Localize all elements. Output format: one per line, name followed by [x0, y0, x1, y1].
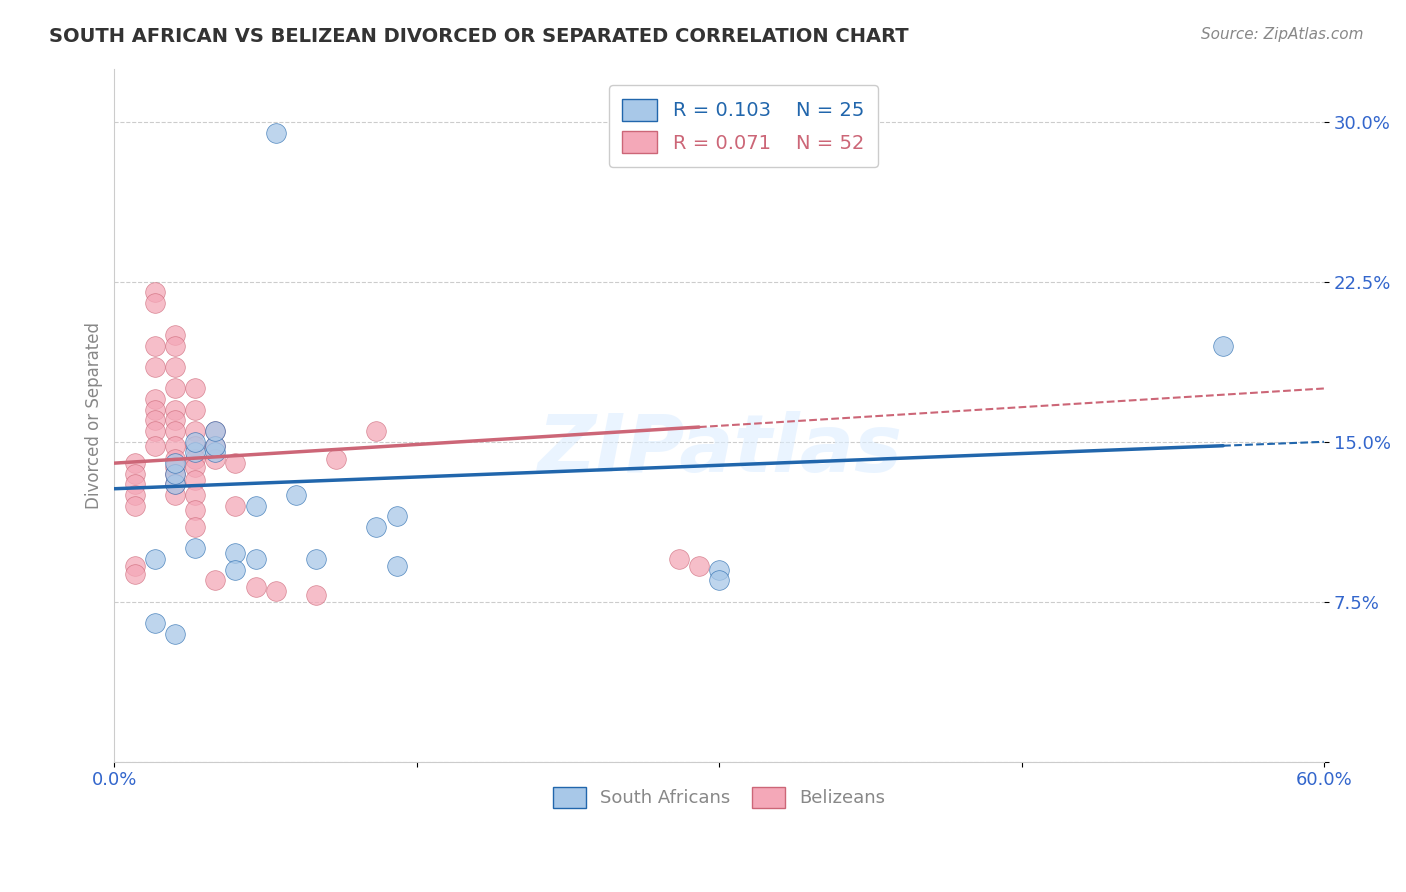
Point — [184, 473, 207, 487]
Point — [163, 328, 186, 343]
Point — [143, 402, 166, 417]
Point — [143, 413, 166, 427]
Point — [163, 439, 186, 453]
Point — [245, 552, 267, 566]
Text: ZIPatlas: ZIPatlas — [537, 411, 901, 489]
Point — [264, 126, 287, 140]
Point — [184, 382, 207, 396]
Point — [143, 392, 166, 406]
Point — [163, 402, 186, 417]
Point — [204, 445, 226, 459]
Point — [224, 546, 246, 560]
Point — [163, 451, 186, 466]
Point — [163, 413, 186, 427]
Point — [163, 467, 186, 481]
Point — [305, 588, 328, 602]
Point — [143, 339, 166, 353]
Point — [184, 434, 207, 449]
Point — [163, 477, 186, 491]
Point — [184, 503, 207, 517]
Point — [143, 360, 166, 375]
Point — [124, 488, 146, 502]
Point — [124, 477, 146, 491]
Point — [284, 488, 307, 502]
Point — [163, 339, 186, 353]
Point — [1212, 339, 1234, 353]
Point — [184, 460, 207, 475]
Point — [124, 467, 146, 481]
Point — [163, 627, 186, 641]
Text: Source: ZipAtlas.com: Source: ZipAtlas.com — [1201, 27, 1364, 42]
Point — [163, 477, 186, 491]
Point — [143, 616, 166, 631]
Point — [204, 439, 226, 453]
Point — [124, 499, 146, 513]
Point — [163, 424, 186, 438]
Point — [163, 460, 186, 475]
Point — [124, 558, 146, 573]
Point — [124, 567, 146, 582]
Point — [245, 580, 267, 594]
Point — [366, 424, 388, 438]
Point — [688, 558, 710, 573]
Point — [325, 451, 347, 466]
Point — [184, 402, 207, 417]
Point — [707, 563, 730, 577]
Point — [668, 552, 690, 566]
Point — [204, 451, 226, 466]
Point — [184, 439, 207, 453]
Point — [204, 574, 226, 588]
Point — [305, 552, 328, 566]
Point — [143, 296, 166, 310]
Point — [366, 520, 388, 534]
Point — [245, 499, 267, 513]
Point — [143, 439, 166, 453]
Point — [184, 445, 207, 459]
Point — [184, 520, 207, 534]
Point — [163, 456, 186, 470]
Point — [124, 456, 146, 470]
Point — [184, 488, 207, 502]
Point — [163, 488, 186, 502]
Legend: South Africans, Belizeans: South Africans, Belizeans — [546, 780, 893, 815]
Point — [184, 541, 207, 556]
Point — [224, 456, 246, 470]
Point — [224, 563, 246, 577]
Point — [184, 424, 207, 438]
Point — [143, 552, 166, 566]
Point — [163, 382, 186, 396]
Point — [184, 451, 207, 466]
Text: SOUTH AFRICAN VS BELIZEAN DIVORCED OR SEPARATED CORRELATION CHART: SOUTH AFRICAN VS BELIZEAN DIVORCED OR SE… — [49, 27, 908, 45]
Point — [163, 467, 186, 481]
Point — [143, 285, 166, 300]
Point — [385, 558, 408, 573]
Point — [224, 499, 246, 513]
Point — [204, 439, 226, 453]
Y-axis label: Divorced or Separated: Divorced or Separated — [86, 322, 103, 508]
Point — [385, 509, 408, 524]
Point — [707, 574, 730, 588]
Point — [264, 584, 287, 599]
Point — [204, 424, 226, 438]
Point — [204, 424, 226, 438]
Point — [143, 424, 166, 438]
Point — [163, 360, 186, 375]
